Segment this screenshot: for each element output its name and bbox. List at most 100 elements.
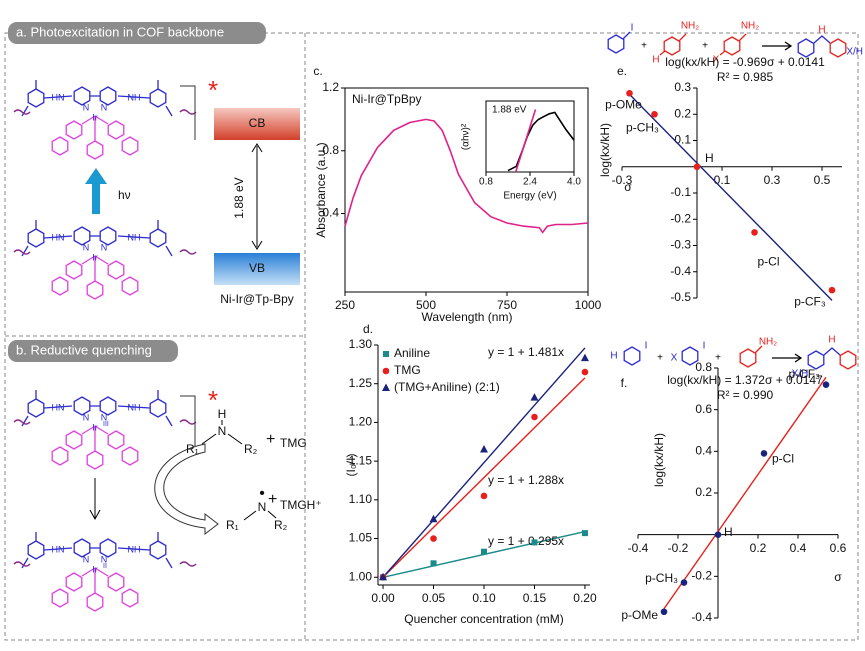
base-label: TMG bbox=[280, 436, 307, 450]
y-tick-label: 1.2 bbox=[322, 80, 339, 94]
y-tick-label: -0.2 bbox=[691, 569, 712, 583]
scheme-e bbox=[607, 31, 847, 58]
bracket bbox=[180, 395, 196, 450]
y-tick-label: -0.1 bbox=[670, 185, 691, 199]
x-tick-label: 0.05 bbox=[422, 591, 446, 605]
bracket bbox=[180, 85, 196, 140]
atom-label: HN bbox=[52, 232, 65, 242]
point-label: H bbox=[705, 151, 714, 165]
chart-xlabel: σ bbox=[834, 570, 842, 584]
panel-tab bbox=[8, 22, 266, 44]
excitation-arrow bbox=[85, 168, 107, 214]
atom-label: II bbox=[103, 563, 107, 570]
marker bbox=[531, 539, 538, 546]
x-tick-label: 0.15 bbox=[523, 591, 547, 605]
light-label: hν bbox=[118, 188, 131, 202]
cof-structure bbox=[14, 80, 196, 159]
gap-arrow bbox=[251, 143, 263, 250]
atom-label: N bbox=[101, 412, 108, 422]
atom-label: N bbox=[83, 102, 90, 112]
y-tick-label: -0.3 bbox=[670, 238, 691, 252]
x-tick-label: -0.3 bbox=[612, 173, 633, 187]
y-tick-label: 1.25 bbox=[349, 376, 373, 390]
atom-label: Ir bbox=[92, 564, 98, 574]
marker bbox=[531, 413, 538, 421]
material-label: Ni-Ir@Tp-Bpy bbox=[220, 292, 294, 306]
marker bbox=[430, 535, 437, 542]
cof-structure bbox=[14, 220, 196, 299]
marker bbox=[680, 579, 688, 586]
radical-n: N bbox=[258, 500, 267, 514]
panel-tab bbox=[8, 340, 178, 362]
data-line bbox=[514, 109, 537, 173]
y-tick-label: -0.5 bbox=[670, 290, 691, 304]
scheme-label: X bbox=[713, 55, 720, 66]
base-h-label: TMGH⁺ bbox=[280, 498, 322, 512]
radical-dot: • bbox=[259, 485, 265, 502]
marker bbox=[383, 351, 389, 357]
data-line bbox=[344, 118, 589, 234]
vb-label: VB bbox=[249, 261, 265, 275]
legend-label: (TMG+Aniline) (2:1) bbox=[394, 380, 500, 394]
scheme-label: I bbox=[645, 341, 648, 352]
cb-band bbox=[214, 108, 300, 140]
x-tick-label: 250 bbox=[335, 298, 355, 312]
atom-label: HN bbox=[52, 402, 65, 412]
atom-label: NH bbox=[128, 232, 141, 242]
y-tick-label: 1.00 bbox=[349, 569, 373, 583]
panel-title: a. Photoexcitation in COF backbone bbox=[16, 24, 224, 39]
point-label: H bbox=[724, 525, 733, 539]
x-tick-label: 0.10 bbox=[472, 591, 496, 605]
reduction-arrow bbox=[89, 478, 101, 521]
marker bbox=[580, 353, 589, 362]
scheme-label: + bbox=[641, 41, 647, 52]
scheme-label: X/H bbox=[792, 369, 809, 380]
marker bbox=[828, 286, 836, 294]
chart-label: e. bbox=[617, 64, 627, 78]
atom-label: HN bbox=[52, 92, 65, 102]
point-label: p-OMe bbox=[621, 608, 658, 622]
vb-band bbox=[214, 253, 300, 285]
scheme-label: H bbox=[652, 55, 659, 66]
scheme-label: H bbox=[610, 351, 617, 362]
atom-label: NH bbox=[128, 92, 141, 102]
scheme-label: I bbox=[631, 23, 634, 34]
marker bbox=[430, 560, 437, 567]
y-tick-label: 0.1 bbox=[674, 133, 691, 147]
atom-label: NH bbox=[128, 402, 141, 412]
atom-label: Ir bbox=[92, 422, 98, 432]
y-tick-label: 0.4 bbox=[322, 206, 339, 220]
scheme-label: H bbox=[818, 25, 825, 36]
fit-label: y = 1 + 1.481x bbox=[488, 345, 564, 359]
marker bbox=[693, 163, 701, 171]
radical-r2: R₂ bbox=[274, 518, 288, 532]
scheme-f bbox=[623, 345, 857, 370]
x-tick-label: 0.00 bbox=[371, 591, 395, 605]
x-tick-label: -0.2 bbox=[668, 541, 689, 555]
amine-r2: R₂ bbox=[244, 442, 258, 456]
x-tick-label: 500 bbox=[416, 298, 436, 312]
atom-label: N bbox=[83, 242, 90, 252]
figure-frame bbox=[4, 32, 859, 641]
y-axis-label: Absorbance (a.u.) bbox=[314, 142, 328, 237]
point-label: p-OMe bbox=[605, 97, 642, 111]
marker bbox=[626, 89, 633, 97]
scheme-label: X bbox=[671, 353, 678, 364]
scheme-label: I bbox=[703, 341, 706, 352]
x-tick-label: 0.8 bbox=[479, 177, 493, 188]
y-axis-label: log(kx/kH) bbox=[652, 433, 666, 487]
y-tick-label: 0.2 bbox=[695, 485, 712, 499]
y-axis-label: (I₀/I) bbox=[344, 454, 358, 477]
atom-label: Ir bbox=[92, 112, 98, 122]
data-line bbox=[507, 111, 575, 172]
excited-star: * bbox=[208, 75, 218, 105]
y-tick-label: 1.30 bbox=[349, 337, 373, 351]
bond bbox=[243, 510, 277, 521]
plus: + bbox=[266, 431, 275, 448]
y-tick-label: 1.10 bbox=[349, 492, 373, 506]
scheme-label: + bbox=[657, 353, 663, 364]
marker bbox=[382, 383, 390, 391]
marker bbox=[530, 393, 539, 401]
marker bbox=[714, 531, 722, 538]
point-label: p-CF₃ bbox=[794, 294, 826, 308]
